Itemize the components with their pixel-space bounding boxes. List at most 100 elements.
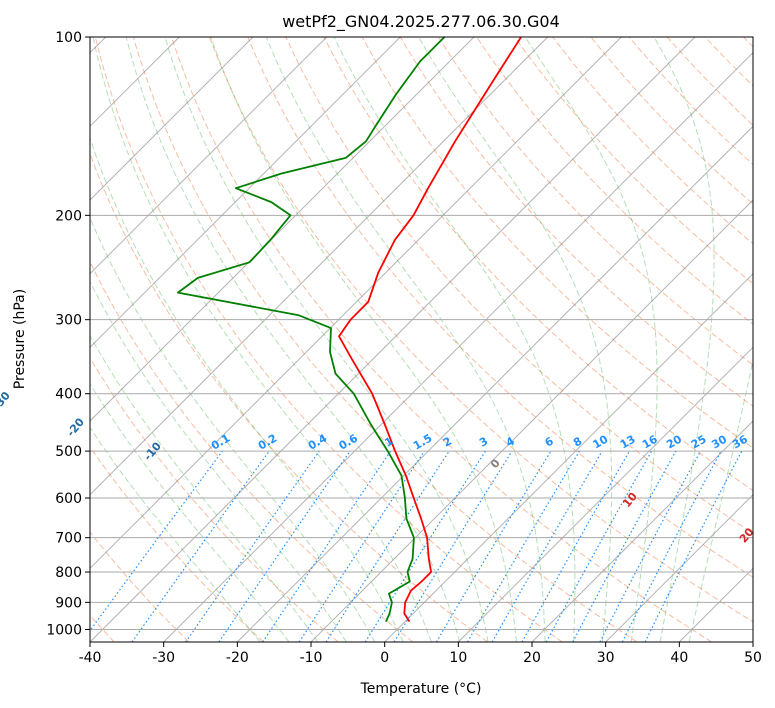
moist-adiabat	[90, 334, 319, 642]
moist-adiabat	[653, 37, 715, 642]
x-tick-label: 0	[380, 650, 389, 666]
x-tick-label: 30	[597, 650, 615, 666]
dry-adiabat	[437, 37, 753, 366]
mixing-ratio-label: 25	[689, 433, 709, 452]
dry-adiabat	[285, 37, 753, 535]
mixing-ratio-label: 0.4	[306, 431, 330, 452]
moist-adiabat	[164, 37, 489, 642]
moist-adiabat	[90, 382, 290, 642]
mixing-ratio-label: 0.1	[209, 432, 232, 453]
y-tick-label: 300	[55, 313, 82, 329]
isotherm	[90, 37, 401, 349]
dry-adiabat	[132, 37, 638, 642]
dry-adiabat	[399, 37, 753, 407]
isotherm	[752, 641, 753, 642]
mixing-ratio-line	[185, 450, 320, 642]
dry-adiabat	[704, 37, 753, 87]
moist-adiabat	[418, 37, 613, 642]
isotherm	[90, 37, 696, 642]
mixing-ratio-label: 16	[640, 432, 660, 451]
isotherm	[90, 37, 549, 496]
dry-adiabat	[552, 37, 753, 245]
isotherm	[310, 199, 753, 642]
moist-adiabat	[265, 37, 546, 642]
x-tick-label: -20	[226, 650, 249, 666]
mixing-ratio-line	[218, 450, 351, 642]
y-tick-label: 900	[55, 595, 82, 611]
y-tick-label: 400	[55, 387, 82, 403]
moist-adiabat	[90, 216, 376, 642]
dry-adiabat	[90, 531, 190, 642]
x-axis-label: Temperature (°C)	[360, 681, 482, 697]
mixing-ratio-label: 8	[571, 435, 584, 450]
mixing-ratio-label: 30	[709, 432, 729, 451]
isotherm	[236, 125, 753, 642]
plot-frame	[89, 36, 754, 643]
moist-adiabat-label: 20	[737, 525, 757, 545]
isotherm	[90, 37, 475, 422]
dry-adiabat	[90, 356, 339, 642]
dry-adiabat	[90, 152, 488, 642]
dry-adiabat	[90, 446, 264, 642]
dry-adiabat	[171, 37, 712, 642]
mixing-ratio-label: 6	[543, 434, 556, 449]
x-tick-label: 50	[744, 650, 762, 666]
mixing-ratio-label: 10	[591, 432, 611, 451]
isotherm	[605, 493, 753, 642]
mixing-ratio-line	[599, 450, 702, 642]
moist-adiabat	[688, 358, 753, 642]
isotherm	[90, 37, 328, 275]
x-tick-label: -30	[152, 650, 175, 666]
dry-adiabat	[247, 37, 753, 578]
y-tick-label: 1000	[46, 622, 82, 638]
dry-adiabat	[743, 37, 753, 48]
moist-adiabat	[524, 37, 658, 642]
dry-adiabat-label: -20	[64, 415, 87, 439]
dry-adiabat	[666, 37, 753, 126]
mixing-ratio-label: 1.5	[411, 432, 434, 453]
moist-adiabat	[92, 37, 432, 642]
x-tick-label: 40	[670, 650, 688, 666]
dewpoint-profile	[177, 37, 446, 622]
mixing-ratio-line	[435, 450, 552, 642]
isotherm	[384, 272, 753, 642]
mixing-ratio-line	[262, 450, 392, 642]
dry-adiabat	[514, 37, 753, 285]
x-tick-label: 10	[449, 650, 467, 666]
moist-adiabat	[333, 37, 576, 642]
y-axis-label: Pressure (hPa)	[12, 289, 28, 389]
mixing-ratio-line	[298, 450, 425, 642]
temperature-profile	[338, 37, 522, 623]
mixing-ratio-label: 20	[664, 432, 684, 451]
dry-adiabat-label: -30	[0, 389, 13, 413]
mixing-ratio-line	[521, 450, 631, 642]
isotherm	[531, 420, 753, 642]
y-tick-label: 200	[55, 208, 82, 224]
isotherm	[678, 567, 753, 642]
moist-adiabat	[125, 37, 461, 642]
moist-adiabat-label: 0	[488, 456, 503, 470]
mixing-ratio-line	[90, 450, 223, 632]
mixing-ratio-line	[572, 450, 677, 642]
mixing-ratio-line	[393, 450, 513, 642]
moist-adiabat-label: 10	[620, 490, 640, 510]
isotherm	[90, 37, 254, 201]
x-tick-label: 20	[523, 650, 541, 666]
mixing-ratio-line	[325, 450, 450, 642]
dry-adiabat	[590, 37, 753, 205]
mixing-ratio-label: 13	[618, 433, 638, 452]
dry-adiabat-label: -10	[141, 439, 164, 463]
dry-adiabat	[209, 37, 753, 623]
isotherm	[163, 51, 753, 642]
x-tick-label: -10	[300, 650, 323, 666]
mixing-ratio-line	[131, 450, 270, 642]
y-tick-label: 600	[55, 491, 82, 507]
dry-adiabat	[476, 37, 753, 325]
y-tick-label: 800	[55, 565, 82, 581]
dry-adiabat	[323, 37, 753, 491]
moist-adiabat	[90, 280, 347, 642]
isotherm	[90, 37, 622, 570]
dry-adiabat	[94, 37, 563, 642]
chart-title: wetPf2_GN04.2025.277.06.30.G04	[282, 12, 560, 32]
